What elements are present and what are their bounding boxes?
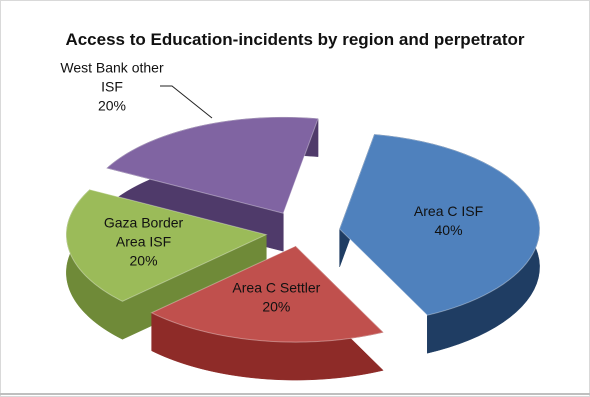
leader-lines [160,85,213,119]
leader-line [160,85,213,119]
slice-percent-label: 20% [98,98,126,114]
slice-label: Gaza Border [104,215,184,231]
slice-label: Area C Settler [232,279,320,295]
slice-label: ISF [101,79,123,95]
pie-slice [65,188,268,302]
bottom-border [0,393,590,395]
chart-title: Access to Education-incidents by region … [65,30,525,49]
slice-label: Area ISF [116,234,171,250]
slice-label: Area C ISF [414,203,483,219]
pie-top-layer [65,116,541,343]
slice-percent-label: 40% [435,222,463,238]
slice-label: West Bank other [60,60,164,76]
pie-labels: Area C ISF 40% Area C Settler 20% Gaza Borde… [60,60,483,315]
slice-percent-label: 20% [262,298,290,314]
pie-slice [339,133,541,316]
pie-slice [150,245,385,343]
slice-percent-label: 20% [130,253,158,269]
pie-slice [105,116,319,214]
